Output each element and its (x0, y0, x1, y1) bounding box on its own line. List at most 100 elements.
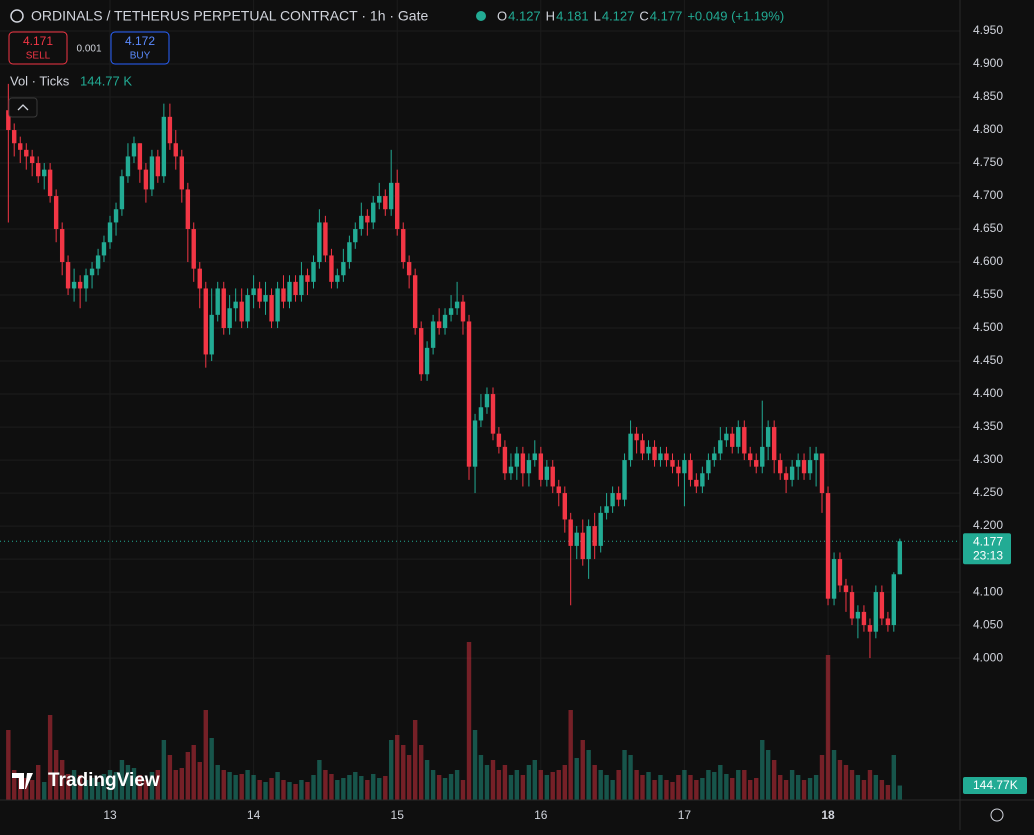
volume-bar (682, 770, 687, 800)
candle-body (544, 466, 550, 480)
volume-bar (652, 780, 657, 800)
candle-body (472, 420, 478, 467)
y-tick-label: 4.950 (973, 23, 1003, 37)
candle-body (891, 574, 896, 626)
candle-body (251, 288, 256, 296)
candle-body (263, 295, 268, 302)
y-tick-label: 4.300 (973, 452, 1003, 466)
spread: 0.001 (76, 44, 101, 55)
y-tick-label: 4.750 (973, 155, 1003, 169)
candle-body (6, 110, 11, 131)
candle-body (897, 541, 903, 575)
y-tick-label: 4.000 (973, 650, 1003, 664)
candle-body (287, 281, 292, 302)
volume-bar (191, 745, 196, 800)
volume-bar (610, 780, 615, 800)
y-tick-label: 4.100 (973, 584, 1003, 598)
collapse-button[interactable] (8, 97, 38, 118)
candle-body (436, 321, 442, 329)
volume-bar (861, 780, 867, 800)
volume-bar (430, 770, 436, 800)
candle-body (490, 394, 496, 434)
volume-bar (604, 775, 609, 800)
volume-bar (424, 760, 430, 800)
candle-body (227, 308, 232, 329)
volume-bar (658, 775, 663, 800)
volume-bar (885, 785, 891, 800)
candle-body (712, 453, 717, 461)
candle-body (209, 314, 214, 355)
candle-body (771, 427, 777, 461)
candle-body (401, 229, 406, 263)
volume-bar (778, 775, 783, 800)
y-tick-label: 4.550 (973, 287, 1003, 301)
candle-body (885, 618, 891, 626)
status-dot (476, 11, 486, 21)
volume-bar (640, 775, 645, 800)
candle-body (275, 288, 280, 322)
ohlc-key: L (594, 8, 601, 23)
volume-bar (718, 765, 723, 800)
sell-button[interactable] (8, 31, 68, 65)
volume-bar (77, 775, 83, 800)
volume-bar (478, 755, 484, 800)
settings-icon[interactable] (990, 808, 1004, 822)
volume-badge-label: 144.77K (973, 778, 1018, 792)
volume-bar (6, 730, 11, 800)
candle-body (724, 433, 729, 441)
sell-label: SELL (26, 51, 51, 62)
candle-body (89, 268, 95, 276)
volume-bar (239, 774, 244, 800)
candle-body (71, 281, 77, 289)
volume-bar (592, 765, 597, 800)
candle-body (718, 440, 723, 454)
volume-bar (107, 770, 113, 800)
volume-bar (771, 760, 777, 800)
candle-body (574, 532, 579, 546)
volume-bar (323, 770, 328, 800)
volume-bar (706, 770, 711, 800)
candle-body (107, 222, 113, 243)
candle-body (137, 143, 143, 170)
x-tick-label: 15 (391, 808, 405, 822)
buy-button[interactable] (110, 31, 170, 65)
volume-bar (233, 775, 238, 800)
candle-body (454, 301, 460, 309)
volume-bar (125, 765, 131, 800)
volume-bar (71, 770, 77, 800)
volume-bar (263, 782, 268, 800)
volume-bar (12, 770, 17, 800)
candle-body (795, 460, 801, 467)
volume-bar (89, 778, 95, 800)
volume-bar (35, 765, 41, 800)
volume-bar (526, 765, 532, 800)
volume-bar (879, 780, 885, 800)
countdown: 23:13 (973, 548, 1003, 562)
candle-body (167, 116, 173, 144)
volume-bar (730, 778, 735, 800)
candle-body (460, 301, 466, 322)
candle-body (53, 196, 59, 230)
volume-bar (131, 768, 137, 800)
y-tick-label: 4.800 (973, 122, 1003, 136)
candle-body (514, 453, 520, 467)
candle-body (747, 453, 753, 461)
x-tick-label: 17 (678, 808, 692, 822)
volume-bar (622, 750, 627, 800)
candle-body (323, 222, 328, 256)
buy-label: BUY (130, 51, 151, 62)
volume-bar (789, 770, 795, 800)
candle-body (95, 255, 101, 269)
candle-body (12, 130, 17, 144)
volume-bar (353, 772, 358, 800)
volume-bar (646, 772, 651, 800)
candle-body (760, 446, 765, 467)
candle-body (155, 156, 161, 177)
candle-body (592, 526, 597, 546)
y-tick-label: 4.700 (973, 188, 1003, 202)
candle-body (586, 526, 591, 560)
volume-layer (6, 642, 903, 800)
volume-bar (383, 776, 388, 800)
volume-bar (825, 655, 831, 800)
